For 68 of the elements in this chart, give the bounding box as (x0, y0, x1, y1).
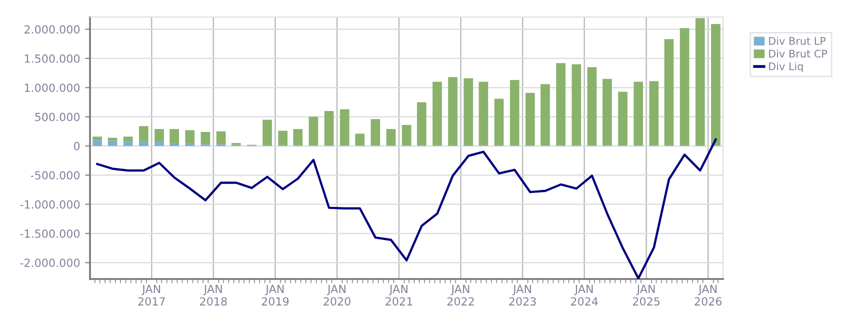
bar (680, 28, 690, 146)
y-tick-label: 0 (74, 142, 80, 150)
bar (448, 77, 458, 146)
legend-label: Div Liq (769, 62, 803, 72)
bar (138, 142, 148, 146)
bar (355, 134, 365, 146)
y-tick-label: -500.000 (30, 171, 80, 180)
bar (587, 67, 597, 146)
bar (556, 63, 566, 146)
bar (216, 131, 226, 144)
bar (649, 81, 659, 146)
bar (540, 84, 550, 146)
bar (618, 92, 628, 146)
bar (711, 24, 720, 146)
x-tick-label: JAN 2021 (386, 284, 412, 306)
bar (634, 82, 644, 146)
bar (123, 136, 133, 142)
bar (138, 126, 148, 142)
x-tick-label: JAN 2017 (138, 284, 165, 306)
bar (572, 64, 582, 146)
bar (432, 82, 442, 146)
bar (170, 129, 179, 144)
bar (154, 142, 164, 146)
y-tick-label: 1.000.000 (24, 84, 80, 92)
bar (200, 132, 210, 144)
bar (324, 110, 334, 146)
bar (494, 98, 504, 146)
bar (340, 109, 350, 146)
bar (386, 129, 396, 146)
bar (602, 78, 612, 146)
y-tick-label: 1.500.000 (24, 54, 80, 63)
y-tick-label: -1.000.000 (20, 200, 80, 209)
y-tick-label: 2.000.000 (24, 25, 80, 34)
x-tick-label: JAN 2020 (324, 284, 350, 306)
y-tick-label: 500.000 (35, 112, 80, 122)
bar (185, 130, 195, 144)
bar (278, 130, 288, 146)
y-tick-label: -1.500.000 (20, 229, 80, 238)
bar (170, 143, 179, 146)
bar (308, 116, 318, 146)
bar (293, 129, 303, 146)
bar (154, 129, 164, 142)
x-tick-label: JAN 2023 (509, 284, 536, 306)
bar (464, 78, 474, 146)
bar (510, 80, 520, 146)
bar (185, 143, 195, 146)
bar (123, 142, 133, 146)
bar (664, 39, 674, 146)
x-tick-label: JAN 2018 (200, 284, 227, 306)
bar (262, 120, 272, 146)
x-tick-label: JAN 2019 (262, 284, 289, 306)
bar (478, 82, 488, 146)
bar (92, 136, 102, 140)
y-tick-label: -2.000.000 (20, 258, 80, 268)
bar (108, 140, 118, 146)
bar (526, 92, 535, 146)
x-tick-label: JAN 2025 (632, 284, 660, 306)
legend-label: Div Brut CP (769, 50, 828, 58)
line-series (96, 138, 717, 279)
x-tick-label: JAN 2026 (694, 284, 722, 306)
bar (695, 18, 705, 146)
bar (416, 102, 426, 146)
bar (402, 124, 412, 146)
bar (92, 140, 102, 146)
legend-label: Div Brut LP (769, 36, 826, 45)
x-tick-label: JAN 2024 (571, 284, 598, 306)
bar (370, 119, 380, 146)
x-tick-label: JAN 2022 (447, 284, 474, 306)
